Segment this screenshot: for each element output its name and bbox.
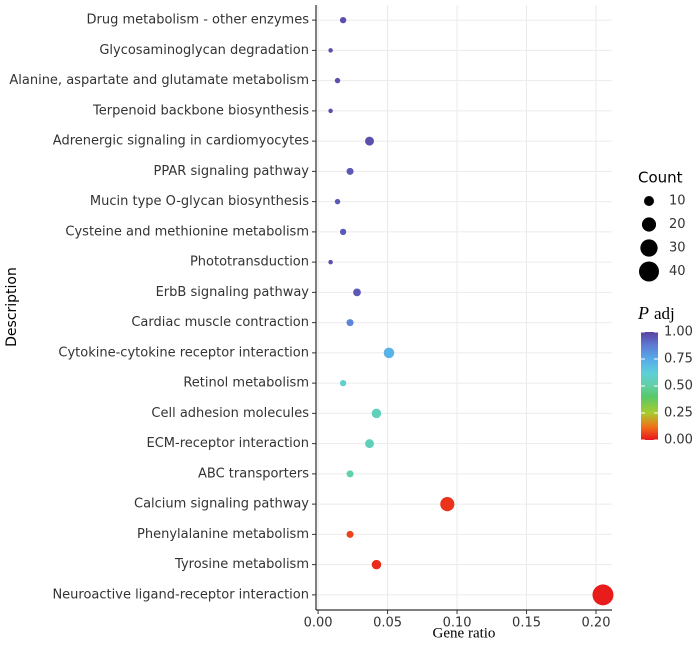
dot (383, 347, 395, 359)
y-tick-label: ABC transporters (198, 466, 309, 481)
size-legend-dot (644, 196, 654, 206)
size-legend-title: Count (638, 169, 683, 187)
y-tick-label: Drug metabolism - other enzymes (87, 13, 310, 28)
dot (339, 228, 347, 236)
color-legend-title-symbol: P (637, 303, 649, 323)
dot (371, 408, 382, 419)
dot (346, 530, 354, 538)
color-tick-label: 0.00 (664, 433, 693, 448)
x-tick-label: 0.00 (304, 616, 333, 631)
y-tick-label: Phenylalanine metabolism (137, 527, 309, 542)
dot (440, 497, 455, 512)
size-legend-label: 40 (669, 264, 686, 279)
y-tick-label: Alanine, aspartate and glutamate metabol… (9, 73, 309, 88)
y-tick-label: Retinol metabolism (183, 376, 309, 391)
size-legend-dot (640, 239, 658, 257)
dot (334, 198, 341, 205)
dot (346, 319, 354, 327)
y-tick-label: Cysteine and methionine metabolism (65, 224, 309, 239)
dot (365, 439, 374, 449)
color-legend-title: adj (654, 304, 675, 323)
dot (353, 288, 361, 297)
size-legend-dot (639, 261, 659, 282)
dot (328, 48, 333, 53)
color-bar (641, 332, 658, 440)
x-tick-label: 0.05 (373, 616, 402, 631)
y-tick-label: Phototransduction (190, 255, 309, 270)
color-tick-label: 0.75 (664, 352, 693, 367)
dot (328, 108, 333, 114)
dot (365, 136, 374, 146)
dot (334, 77, 341, 84)
dot (339, 16, 347, 24)
y-tick-label: Mucin type O-glycan biosynthesis (90, 194, 309, 209)
y-tick-label: ECM-receptor interaction (147, 436, 310, 451)
x-tick-label: 0.10 (443, 616, 472, 631)
dot (346, 470, 354, 478)
y-axis-title: Description (4, 267, 20, 347)
dot (339, 379, 347, 387)
dot (328, 259, 333, 265)
size-legend-dot (641, 217, 657, 232)
x-tick-label: 0.15 (512, 616, 541, 631)
y-tick-label: PPAR signaling pathway (154, 164, 310, 179)
y-tick-label: Adrenergic signaling in cardiomyocytes (53, 134, 309, 149)
dot (346, 167, 354, 175)
y-tick-label: Tyrosine metabolism (174, 557, 309, 572)
y-tick-label: Cardiac muscle contraction (131, 315, 309, 330)
color-tick-label: 0.25 (664, 406, 693, 421)
y-tick-label: Calcium signaling pathway (134, 497, 309, 512)
x-tick-label: 0.20 (582, 616, 611, 631)
color-tick-label: 0.50 (664, 379, 693, 394)
y-tick-label: Terpenoid backbone biosynthesis (92, 103, 309, 118)
dot (371, 559, 382, 570)
dot (592, 584, 614, 606)
size-legend-label: 30 (669, 241, 686, 256)
y-tick-label: ErbB signaling pathway (156, 285, 310, 300)
y-tick-label: Cytokine-cytokine receptor interaction (58, 345, 309, 360)
size-legend-label: 10 (669, 194, 686, 209)
y-tick-label: Glycosaminoglycan degradation (99, 43, 309, 58)
color-tick-label: 1.00 (664, 325, 693, 340)
size-legend-label: 20 (669, 217, 686, 232)
y-tick-label: Cell adhesion molecules (151, 406, 309, 421)
y-tick-label: Neuroactive ligand-receptor interaction (52, 587, 309, 602)
x-axis-title: Gene ratio (433, 625, 496, 641)
